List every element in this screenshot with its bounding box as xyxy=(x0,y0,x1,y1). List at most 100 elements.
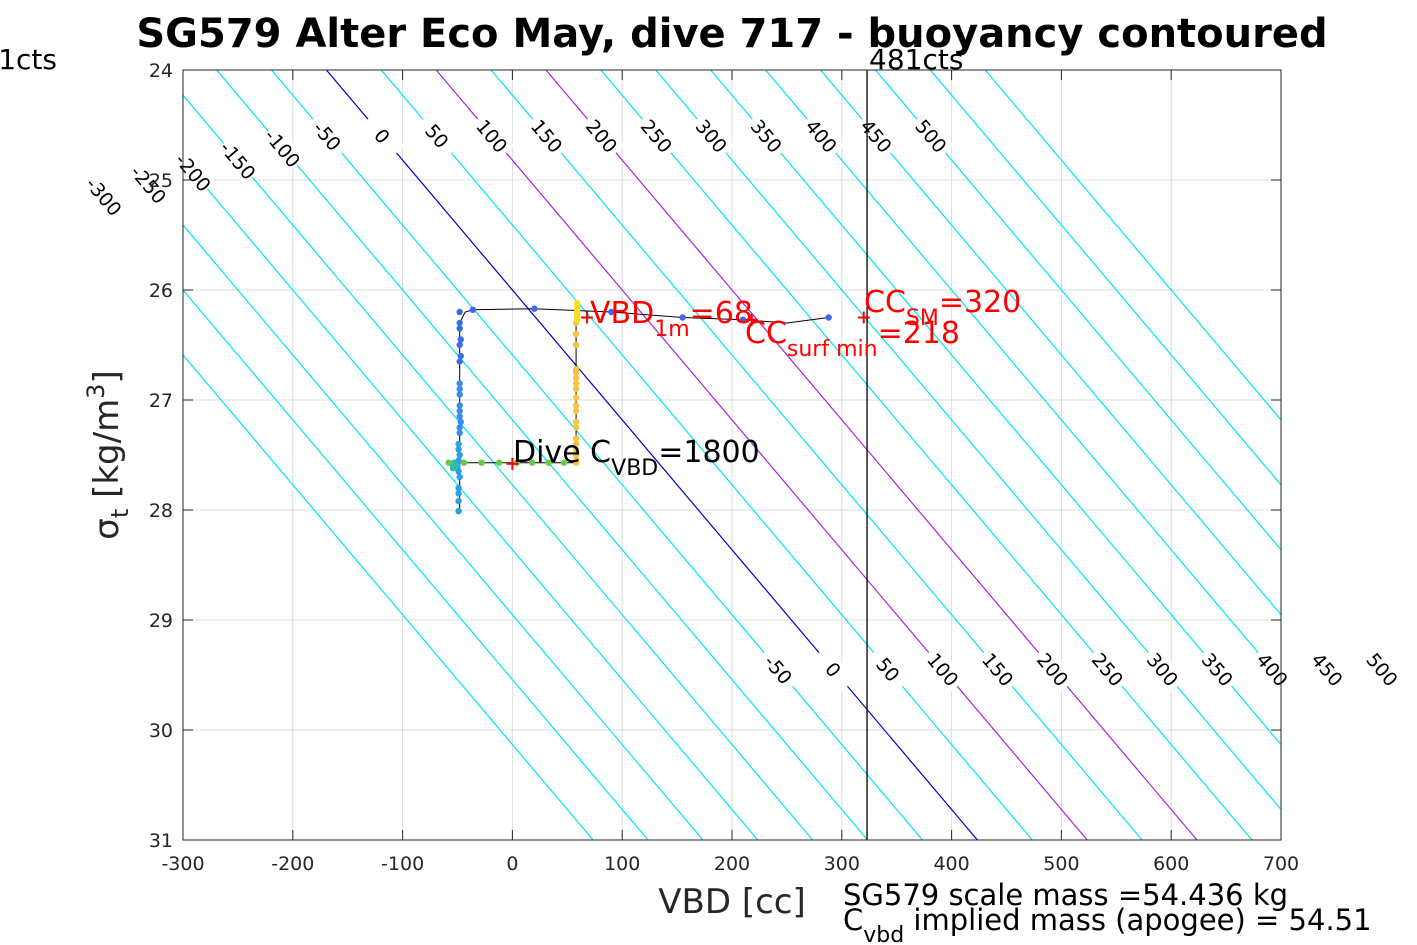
contour-label: 500 xyxy=(1359,645,1405,694)
contour-label-bg xyxy=(1359,645,1405,694)
contour-label-bg xyxy=(798,112,845,160)
annotation-cc-sm: CCSM=320 xyxy=(864,285,1021,331)
x-axis-label: VBD [cc] xyxy=(658,882,806,922)
data-point xyxy=(456,341,463,349)
data-point xyxy=(456,385,463,393)
data-point xyxy=(456,429,463,437)
contour-line xyxy=(325,69,978,841)
data-point xyxy=(469,306,477,313)
contour-label-bg xyxy=(215,136,261,185)
data-point xyxy=(455,468,462,475)
x-tick-label: -100 xyxy=(381,853,424,875)
contour-label: -100 xyxy=(260,124,306,173)
contour-label-bg xyxy=(755,645,801,694)
data-point xyxy=(572,451,580,459)
data-point xyxy=(457,352,464,360)
data-point xyxy=(457,418,464,426)
y-tick-label: 25 xyxy=(149,170,173,192)
contour-label: -200 xyxy=(170,148,216,197)
x-tick-label: 500 xyxy=(1043,853,1079,875)
data-point xyxy=(456,380,463,387)
contour-label-bg xyxy=(634,112,680,160)
contour-label-bg xyxy=(810,645,856,694)
x-tick-label: -300 xyxy=(161,853,204,875)
data-point xyxy=(449,465,457,472)
contour-label: 100 xyxy=(469,112,515,160)
contour-line xyxy=(182,224,704,841)
y-tick-label: 30 xyxy=(149,720,173,742)
data-point xyxy=(528,459,536,466)
x-tick-label: 0 xyxy=(506,853,518,875)
contour-label-bg xyxy=(908,112,954,160)
data-point xyxy=(572,402,580,409)
contour-label-bg xyxy=(126,160,172,209)
data-point xyxy=(572,330,580,338)
data-point xyxy=(455,484,462,492)
data-point xyxy=(739,316,747,323)
x-tick-label: 600 xyxy=(1153,853,1189,875)
buoyancy-contours xyxy=(182,69,1282,841)
data-point xyxy=(456,358,463,365)
data-point xyxy=(572,394,580,401)
data-point xyxy=(455,490,462,497)
data-point xyxy=(456,473,463,481)
data-point xyxy=(531,305,538,312)
data-point xyxy=(456,402,463,409)
contour-label-bg xyxy=(81,172,127,221)
contour-label: -150 xyxy=(215,136,261,184)
contour-line xyxy=(600,69,1253,841)
contour-label-bg xyxy=(260,124,306,173)
contour-label: 0 xyxy=(359,112,405,160)
data-point xyxy=(456,451,463,459)
contour-label: 0 xyxy=(810,645,856,694)
y-tick-label: 26 xyxy=(149,280,173,302)
data-point xyxy=(572,424,580,431)
contour-label: -300 xyxy=(81,172,127,221)
contour-label: 300 xyxy=(1140,645,1186,694)
y-tick-label: 24 xyxy=(149,60,173,82)
contour-label: 450 xyxy=(853,112,899,160)
annotation-vbd-1m: VBD1m=68 xyxy=(590,296,753,342)
data-point xyxy=(456,308,463,316)
data-point xyxy=(456,424,463,431)
data-point xyxy=(572,380,580,387)
plus-marker xyxy=(745,313,758,326)
contour-line xyxy=(820,69,1282,616)
data-point xyxy=(455,440,462,448)
plus-marker xyxy=(581,311,594,324)
data-point xyxy=(496,459,503,466)
contour-label-bg xyxy=(920,645,966,694)
data-point xyxy=(572,407,580,415)
x-tick-label: 100 xyxy=(604,853,640,875)
x-tick-label: 300 xyxy=(824,853,860,875)
contour-label: 400 xyxy=(798,112,845,160)
contour-label: 50 xyxy=(414,112,460,160)
contour-label-bg xyxy=(865,645,911,694)
data-point xyxy=(572,440,580,448)
contour-label-bg xyxy=(743,112,790,160)
x-tick-label: 400 xyxy=(933,853,969,875)
contour-label-bg xyxy=(524,112,570,160)
data-point xyxy=(560,459,568,466)
data-point xyxy=(456,407,463,415)
contour-label: 500 xyxy=(908,112,954,160)
contour-label: 250 xyxy=(634,112,680,160)
plus-marker xyxy=(506,457,519,470)
data-point xyxy=(572,366,580,373)
footer-implied-mass: Cvbd implied mass (apogee) = 54.51 xyxy=(843,903,1372,945)
contour-label-bg xyxy=(975,645,1021,694)
contour-line xyxy=(271,69,923,841)
contour-label-bg xyxy=(1085,645,1131,694)
data-point xyxy=(572,418,580,426)
reference-line-label: 481cts xyxy=(869,43,963,76)
contour-label: 250 xyxy=(1085,645,1131,694)
footer-scale-mass: SG579 scale mass =54.436 kg xyxy=(843,878,1288,912)
y-tick-label: 29 xyxy=(149,610,173,632)
contour-line xyxy=(545,69,1198,841)
data-point xyxy=(456,319,463,327)
contour-line xyxy=(380,69,1033,841)
reference-line-label: 1cts xyxy=(0,43,57,76)
contour-label: 200 xyxy=(579,112,625,160)
data-point xyxy=(456,413,463,420)
